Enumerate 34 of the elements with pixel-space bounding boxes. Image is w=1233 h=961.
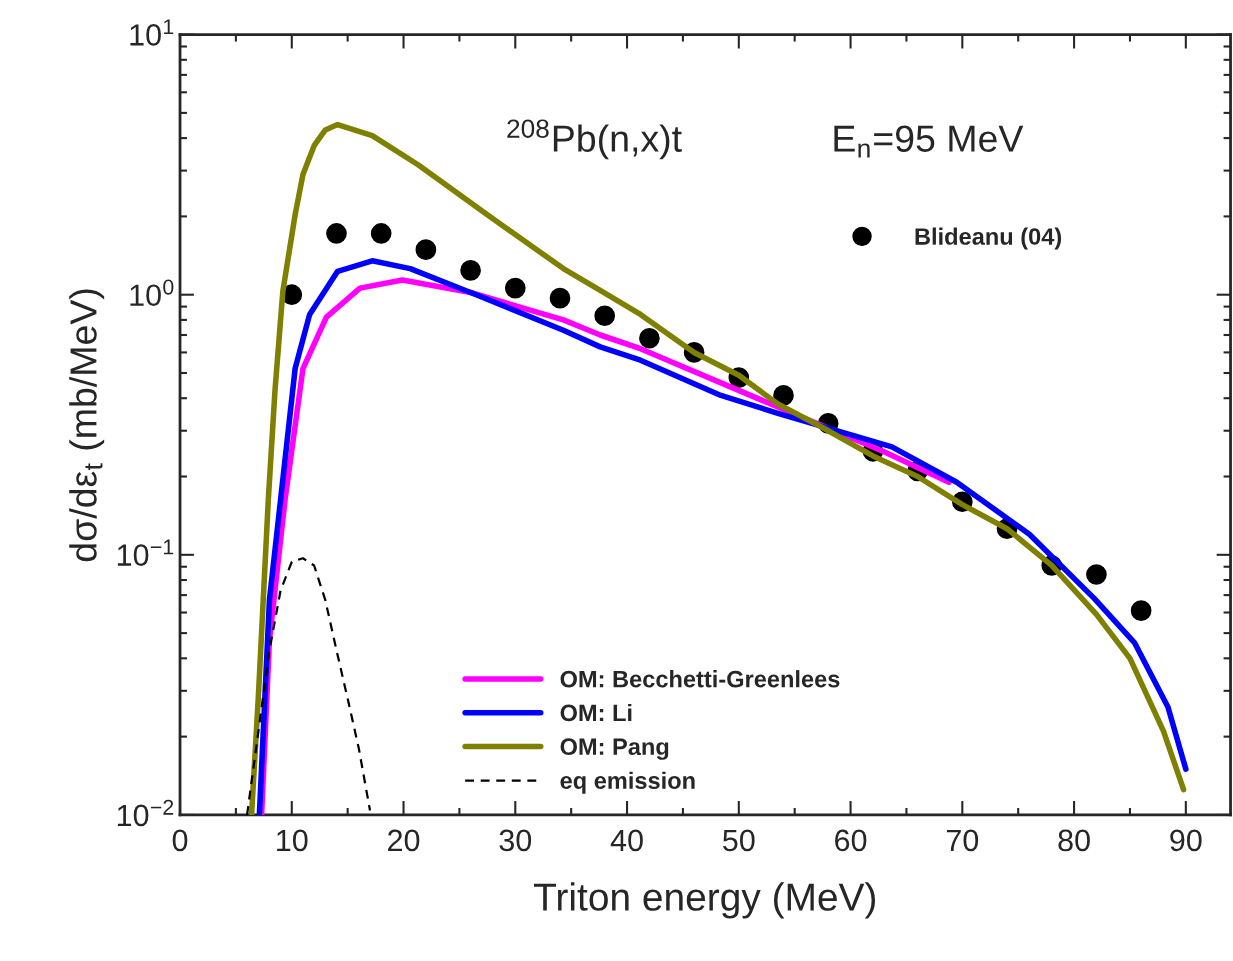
legend-label: OM: Li bbox=[560, 703, 632, 722]
x-tick-label: 70 bbox=[946, 829, 979, 852]
point bbox=[370, 223, 392, 244]
point bbox=[1130, 600, 1152, 621]
x-tick-label: 60 bbox=[835, 829, 867, 852]
legend-label: OM: Becchetti-Greenlees bbox=[560, 670, 840, 688]
legend-label: OM: Pang bbox=[560, 738, 669, 760]
point bbox=[415, 239, 437, 260]
legend-label: eq emission bbox=[560, 771, 695, 794]
y-tick-label: 10$^{0}$ bbox=[130, 279, 174, 307]
x-tick-label: 10 bbox=[277, 829, 308, 852]
y-tick-label: 10$^{−1}$ bbox=[117, 539, 174, 566]
point bbox=[504, 277, 526, 299]
y-tick-label: 10$^{−2}$ bbox=[117, 799, 174, 827]
point bbox=[594, 305, 616, 327]
annotation: E$_{n}$=95 MeV bbox=[834, 125, 1024, 158]
point bbox=[639, 327, 660, 349]
x-tick-label: 40 bbox=[610, 829, 643, 852]
x-tick-label: 20 bbox=[388, 829, 420, 852]
x-axis-title: Triton energy (MeV) bbox=[534, 882, 876, 919]
line-series bbox=[245, 557, 372, 815]
x-tick-label: 30 bbox=[499, 829, 532, 852]
x-tick-label: 50 bbox=[723, 829, 755, 852]
x-tick-label: 80 bbox=[1058, 829, 1090, 852]
annotation: $^{208}$Pb(n,x)t bbox=[507, 119, 682, 160]
y-tick-label: 10$^{1}$ bbox=[130, 19, 174, 46]
x-tick-label: 90 bbox=[1170, 829, 1202, 852]
point bbox=[549, 287, 571, 309]
point bbox=[460, 260, 481, 281]
point bbox=[1086, 564, 1107, 585]
y-axis-title: dσ/dε$_{t}$ (mb/MeV) bbox=[69, 289, 105, 562]
legend-label: Blideanu (04) bbox=[915, 227, 1062, 250]
x-tick-label: 0 bbox=[172, 829, 188, 852]
point bbox=[326, 223, 347, 244]
